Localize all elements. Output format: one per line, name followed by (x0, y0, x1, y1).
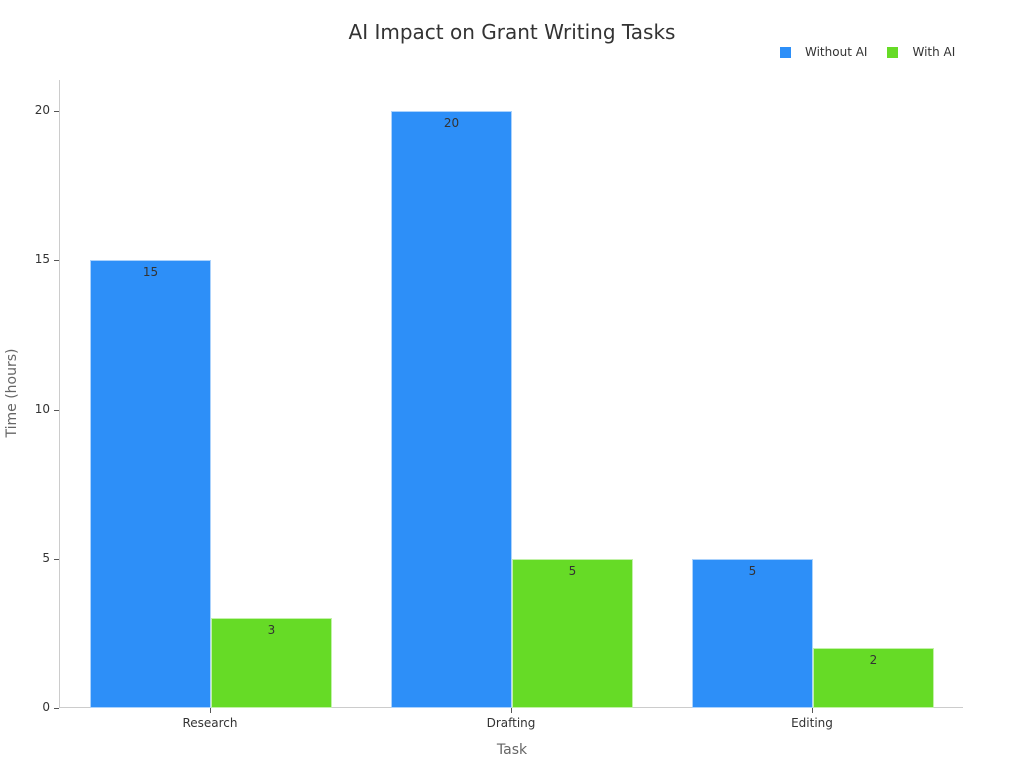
y-tick-mark (54, 111, 59, 112)
legend: Without AI With AI (780, 45, 975, 59)
x-tick-mark (812, 708, 813, 713)
x-tick-mark (511, 708, 512, 713)
x-tick-label: Research (182, 716, 238, 730)
y-axis-line (59, 80, 60, 708)
y-tick-label: 15 (34, 252, 50, 266)
x-tick-mark (210, 708, 211, 713)
y-tick-label: 5 (42, 551, 50, 565)
y-tick-mark (54, 260, 59, 261)
bar-value-label: 5 (748, 564, 757, 578)
y-tick-mark (54, 559, 59, 560)
y-tick-label: 20 (34, 103, 50, 117)
y-axis-title: Time (hours) (4, 348, 20, 438)
y-tick-mark (54, 410, 59, 411)
bar-drafting-without-ai[interactable]: 20 (391, 111, 512, 708)
chart-title: AI Impact on Grant Writing Tasks (348, 20, 676, 44)
x-axis-title: Task (496, 742, 528, 758)
legend-item-without-ai[interactable]: Without AI (780, 45, 867, 59)
bar-drafting-with-ai[interactable]: 5 (512, 559, 633, 708)
bar-value-label: 5 (568, 564, 577, 578)
legend-swatch-without-ai (780, 46, 791, 58)
bar-editing-with-ai[interactable]: 2 (813, 648, 934, 708)
bar-value-label: 3 (267, 623, 276, 637)
legend-item-with-ai[interactable]: With AI (887, 45, 955, 59)
x-tick-label: Editing (791, 716, 833, 730)
y-tick-mark (54, 708, 59, 709)
legend-swatch-with-ai (887, 46, 899, 58)
bar-value-label: 15 (142, 265, 159, 279)
bar-editing-without-ai[interactable]: 5 (692, 559, 813, 708)
bar-research-without-ai[interactable]: 15 (90, 260, 211, 708)
y-tick-label: 10 (34, 402, 50, 416)
bar-value-label: 20 (443, 116, 460, 130)
bar-value-label: 2 (869, 653, 878, 667)
bar-research-with-ai[interactable]: 3 (211, 618, 332, 708)
x-tick-label: Drafting (486, 716, 536, 730)
y-tick-label: 0 (42, 700, 50, 714)
legend-label: With AI (912, 45, 956, 59)
legend-label: Without AI (805, 45, 868, 59)
